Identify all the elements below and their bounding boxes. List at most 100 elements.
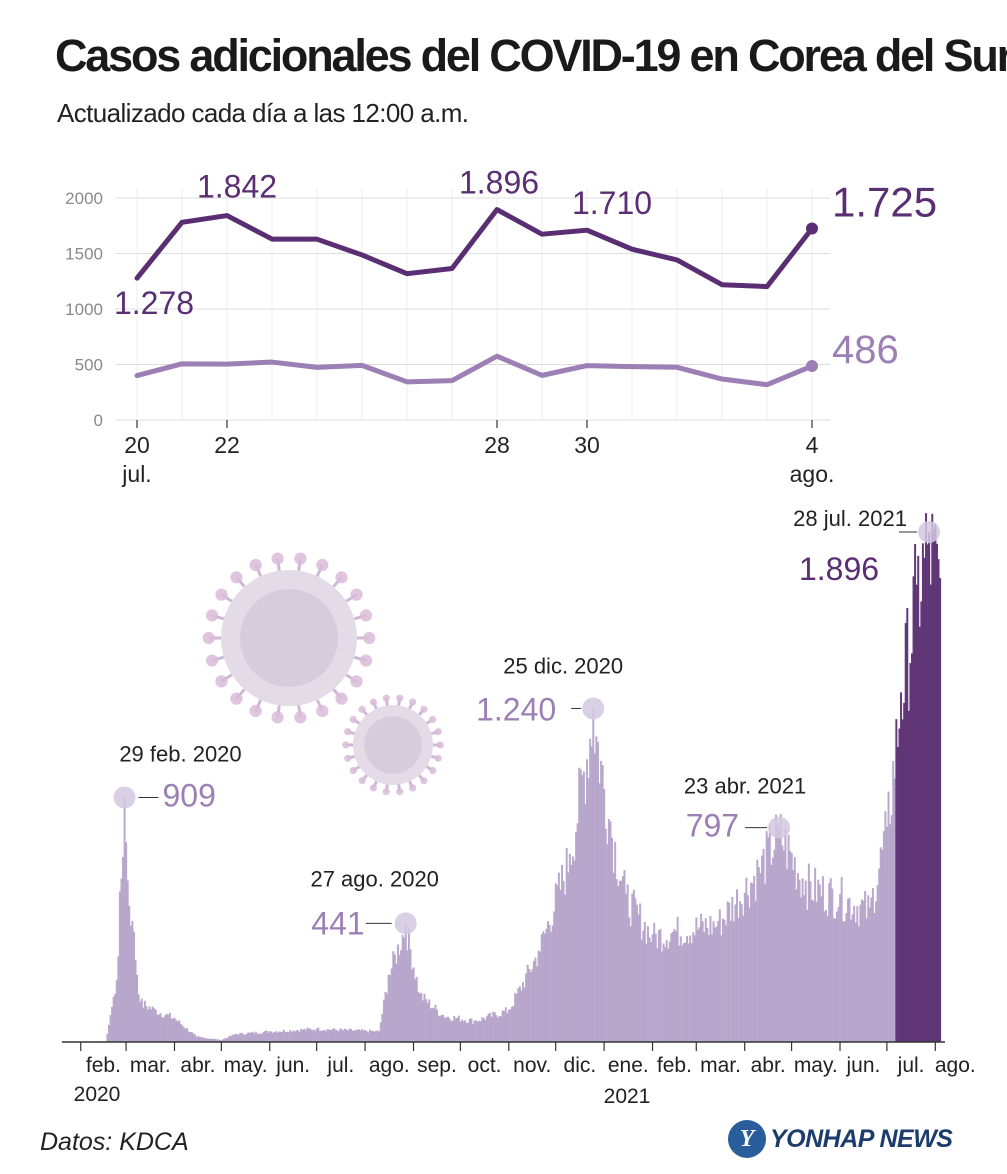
daily-bar: [676, 916, 679, 1042]
daily-bar: [161, 1016, 164, 1042]
virus-spike-tip: [436, 741, 444, 749]
daily-bar: [429, 1008, 432, 1042]
daily-bar: [709, 915, 712, 1042]
annotation-value: 441: [311, 905, 364, 941]
daily-bar: [153, 1008, 156, 1042]
daily-bar: [293, 1031, 296, 1042]
daily-bar: [617, 886, 620, 1042]
daily-bar: [442, 1015, 445, 1042]
daily-bar: [451, 1020, 454, 1042]
daily-bar: [170, 1018, 173, 1042]
daily-bar: [601, 765, 604, 1042]
daily-bar: [220, 1039, 223, 1042]
x-tick-label: 20: [124, 432, 150, 458]
daily-bar: [312, 1029, 315, 1042]
data-label-total: 1.278: [114, 285, 194, 321]
daily-bar: [581, 775, 584, 1042]
daily-bar: [190, 1032, 193, 1042]
daily-bar: [115, 980, 118, 1042]
daily-bar: [342, 1030, 345, 1042]
daily-bar: [854, 922, 857, 1042]
daily-bar: [826, 916, 829, 1042]
daily-bar: [751, 883, 754, 1042]
daily-bar: [900, 692, 903, 1042]
daily-bar: [540, 934, 543, 1042]
daily-bar: [779, 813, 782, 1042]
daily-bar: [273, 1032, 276, 1042]
daily-bar: [689, 935, 692, 1042]
daily-bar: [297, 1030, 300, 1042]
daily-bar: [351, 1030, 354, 1042]
daily-bar: [679, 936, 682, 1042]
daily-bar: [226, 1037, 229, 1042]
daily-bar: [381, 1013, 384, 1042]
daily-bar: [875, 901, 878, 1042]
daily-bar: [825, 910, 828, 1042]
y-tick-label: 0: [94, 411, 103, 430]
daily-bar: [257, 1033, 260, 1042]
daily-bar: [401, 935, 404, 1042]
daily-bar: [278, 1031, 281, 1042]
daily-bar: [147, 1009, 150, 1042]
daily-bar: [350, 1029, 353, 1042]
daily-bar: [431, 1007, 434, 1042]
daily-bar: [303, 1028, 306, 1042]
daily-bar: [692, 932, 695, 1042]
virus-spike-tip: [420, 777, 428, 785]
daily-bar: [156, 1014, 159, 1042]
daily-bar: [276, 1032, 279, 1042]
daily-bar: [298, 1031, 301, 1042]
daily-bar: [211, 1038, 214, 1042]
daily-bar: [456, 1017, 459, 1042]
daily-bar: [407, 927, 410, 1042]
daily-bar: [476, 1021, 479, 1042]
daily-bar: [318, 1030, 321, 1042]
daily-bar: [470, 1018, 473, 1042]
virus-spike-tip: [429, 715, 437, 724]
daily-bar: [340, 1029, 343, 1042]
daily-bar: [189, 1032, 192, 1042]
daily-bar: [509, 1009, 512, 1042]
virus-illustration: [202, 552, 444, 796]
daily-bar: [793, 857, 796, 1042]
daily-bar: [231, 1034, 234, 1042]
daily-bar: [361, 1029, 364, 1042]
daily-bar: [518, 986, 521, 1042]
daily-bar: [634, 898, 637, 1042]
daily-bar: [498, 1016, 501, 1042]
annotation-date: 25 dic. 2020: [503, 653, 623, 678]
daily-bar: [125, 842, 128, 1042]
daily-bar: [612, 872, 615, 1042]
daily-bar: [229, 1036, 232, 1042]
daily-bar: [553, 911, 556, 1042]
daily-bar: [556, 885, 559, 1042]
virus-spike-tip: [335, 692, 348, 705]
daily-bar: [785, 868, 788, 1042]
daily-bar: [106, 1033, 109, 1042]
daily-bar: [857, 926, 860, 1042]
daily-bar: [245, 1034, 248, 1042]
daily-bar: [828, 883, 831, 1042]
daily-bar: [829, 878, 832, 1042]
daily-bar: [176, 1021, 179, 1042]
daily-bar: [590, 746, 593, 1042]
daily-bar: [218, 1040, 221, 1042]
daily-bar: [239, 1033, 242, 1042]
annotation-value: 797: [686, 808, 739, 844]
daily-bar: [542, 931, 545, 1042]
daily-bar: [531, 969, 534, 1042]
daily-bar: [237, 1034, 240, 1042]
daily-bar: [148, 1006, 151, 1042]
line-chart-series: [134, 207, 818, 388]
daily-bar: [545, 928, 548, 1042]
daily-bar: [548, 924, 551, 1042]
daily-bar: [800, 897, 803, 1042]
daily-bar: [678, 945, 681, 1042]
daily-bar: [353, 1030, 356, 1042]
daily-bar: [653, 922, 656, 1042]
daily-bar: [925, 513, 928, 1042]
line-chart-grid: [115, 188, 830, 421]
virus-spike-tip: [369, 784, 377, 792]
daily-bar: [720, 935, 723, 1042]
daily-bar: [134, 959, 137, 1042]
